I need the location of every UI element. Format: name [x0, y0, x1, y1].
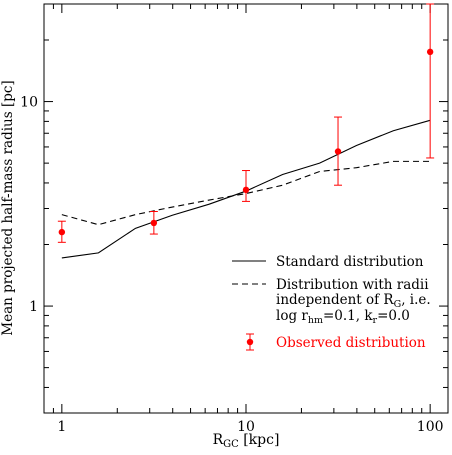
observed-point — [242, 186, 250, 194]
observed-point — [426, 48, 434, 56]
legend: Standard distribution Distribution with r… — [232, 254, 431, 351]
series-layer — [57, 3, 435, 259]
dashed-series-line — [61, 160, 431, 226]
x-tick-label: 1 — [57, 419, 66, 435]
x-tick-label: 100 — [417, 419, 444, 435]
plot-frame — [43, 3, 449, 414]
observed-point — [58, 228, 66, 236]
ticks-layer: 1 10 100 1 10 — [20, 3, 448, 435]
legend-dashed-label-line3: log rhm=0.1, kr=0.0 — [276, 308, 410, 326]
y-axis-label: Mean projected half-mass radius [pc] — [0, 80, 16, 335]
x-tick-label: 10 — [237, 419, 255, 435]
legend-standard-label: Standard distribution — [276, 254, 424, 270]
legend-dashed-label-line2: independent of RG, i.e. — [276, 292, 431, 310]
observed-point — [150, 219, 158, 227]
observed-point — [334, 148, 342, 155]
y-tick-label: 10 — [20, 95, 38, 111]
axis-labels: RGC [kpc] Mean projected half-mass radius… — [0, 80, 279, 450]
legend-observed-point — [246, 338, 254, 346]
y-tick-label: 1 — [29, 299, 38, 315]
legend-observed-label: Observed distribution — [276, 335, 426, 351]
x-axis-label: RGC [kpc] — [213, 432, 280, 450]
legend-dashed-label-line1: Distribution with radii — [276, 277, 429, 293]
